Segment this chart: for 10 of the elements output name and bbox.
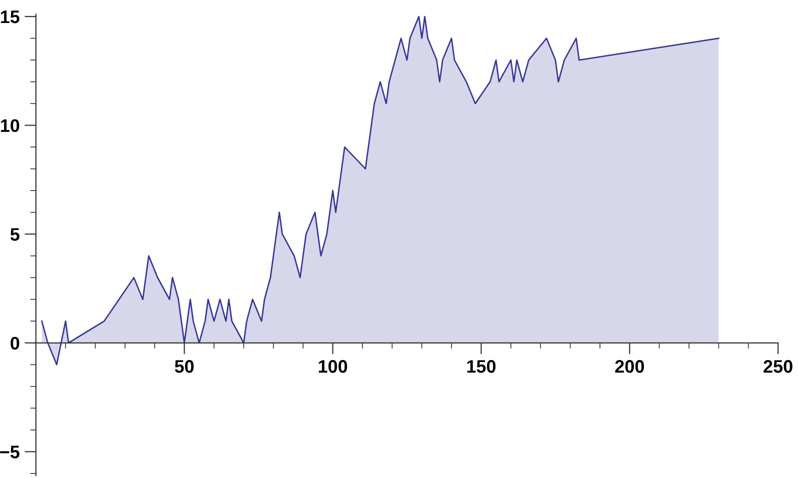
y-tick-label: −5	[0, 446, 20, 458]
x-tick-label: 100	[318, 360, 348, 373]
x-tick-label: 250	[764, 360, 792, 373]
y-tick-label: 0	[10, 336, 20, 350]
y-tick-label: 5	[10, 228, 20, 241]
y-tick-label: 15	[0, 10, 20, 24]
x-tick-label: 200	[615, 360, 644, 373]
x-tick-label: 150	[467, 360, 496, 373]
y-tick-label: 10	[0, 119, 20, 132]
x-tick-label: 50	[174, 360, 194, 373]
